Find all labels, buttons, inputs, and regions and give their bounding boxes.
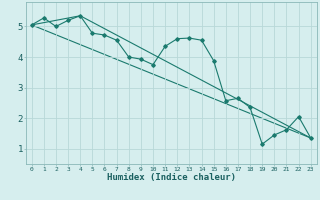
X-axis label: Humidex (Indice chaleur): Humidex (Indice chaleur) xyxy=(107,173,236,182)
